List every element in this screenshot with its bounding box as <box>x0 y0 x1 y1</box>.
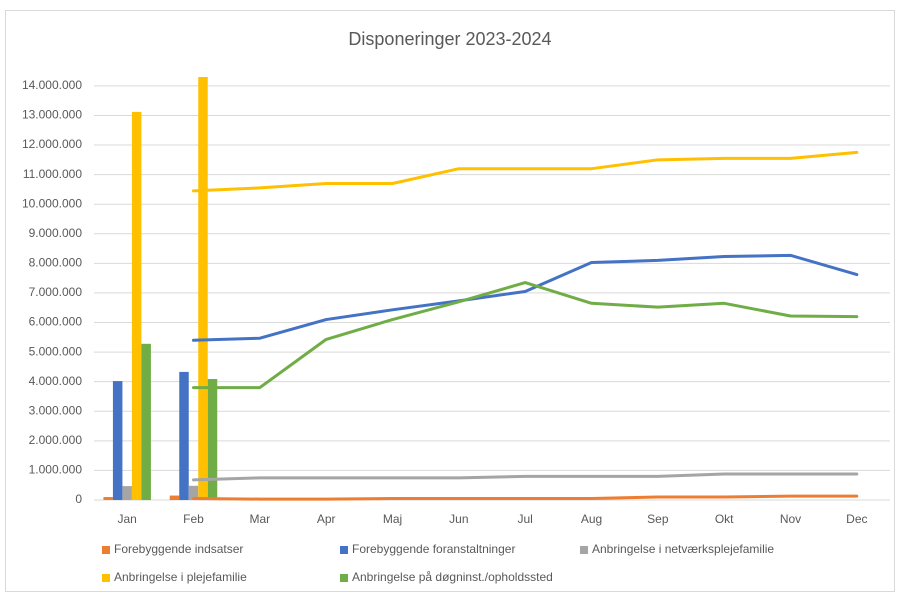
bar <box>103 497 113 500</box>
x-tick-label: Mar <box>249 512 270 526</box>
legend-marker <box>102 546 110 554</box>
line <box>192 150 859 193</box>
line <box>192 494 859 501</box>
bar <box>122 486 132 500</box>
x-tick-label: Sep <box>647 512 669 526</box>
bar <box>169 495 180 500</box>
legend-label: Anbringelse i netværksplejefamilie <box>592 542 774 556</box>
x-tick-label: Jun <box>449 512 468 526</box>
legend-label: Forebyggende indsatser <box>114 542 243 556</box>
x-tick-label: Jan <box>117 512 136 526</box>
legend-marker <box>340 574 348 582</box>
y-tick-label: 4.000.000 <box>29 374 83 388</box>
y-tick-label: 9.000.000 <box>29 226 83 240</box>
legend-marker <box>102 574 110 582</box>
legend-label: Anbringelse i plejefamilie <box>114 570 247 584</box>
legend-label: Forebyggende foranstaltninger <box>352 542 515 556</box>
line <box>192 281 859 390</box>
legend-marker <box>580 546 588 554</box>
x-tick-label: Maj <box>383 512 402 526</box>
y-tick-label: 2.000.000 <box>29 433 83 447</box>
y-tick-label: 13.000.000 <box>22 108 82 122</box>
x-tick-label: Feb <box>183 512 204 526</box>
bar <box>112 381 123 500</box>
bar <box>179 371 189 500</box>
bar <box>141 343 151 500</box>
bar <box>131 111 142 500</box>
y-tick-label: 0 <box>75 492 82 506</box>
legend-marker <box>340 546 348 554</box>
bar <box>198 77 208 500</box>
x-tick-label: Apr <box>317 512 336 526</box>
bar <box>188 485 199 500</box>
chart-title: Disponeringer 2023-2024 <box>348 29 551 49</box>
x-tick-label: Nov <box>780 512 801 526</box>
y-tick-label: 12.000.000 <box>22 137 82 151</box>
x-tick-label: Aug <box>581 512 602 526</box>
y-tick-label: 5.000.000 <box>29 344 83 358</box>
y-tick-label: 6.000.000 <box>29 315 83 329</box>
y-tick-label: 1.000.000 <box>29 463 83 477</box>
legend-label: Anbringelse på døgninst./opholdssted <box>352 570 553 584</box>
y-tick-label: 8.000.000 <box>29 256 83 270</box>
line <box>192 472 859 482</box>
x-tick-label: Jul <box>517 512 532 526</box>
y-tick-label: 14.000.000 <box>22 78 82 92</box>
y-tick-label: 3.000.000 <box>29 403 83 417</box>
bar <box>207 379 218 500</box>
y-tick-label: 11.000.000 <box>23 167 82 181</box>
x-tick-label: Okt <box>715 512 734 526</box>
y-tick-label: 10.000.000 <box>22 196 82 210</box>
x-tick-label: Dec <box>846 512 867 526</box>
y-tick-label: 7.000.000 <box>29 285 83 299</box>
line <box>192 253 859 342</box>
